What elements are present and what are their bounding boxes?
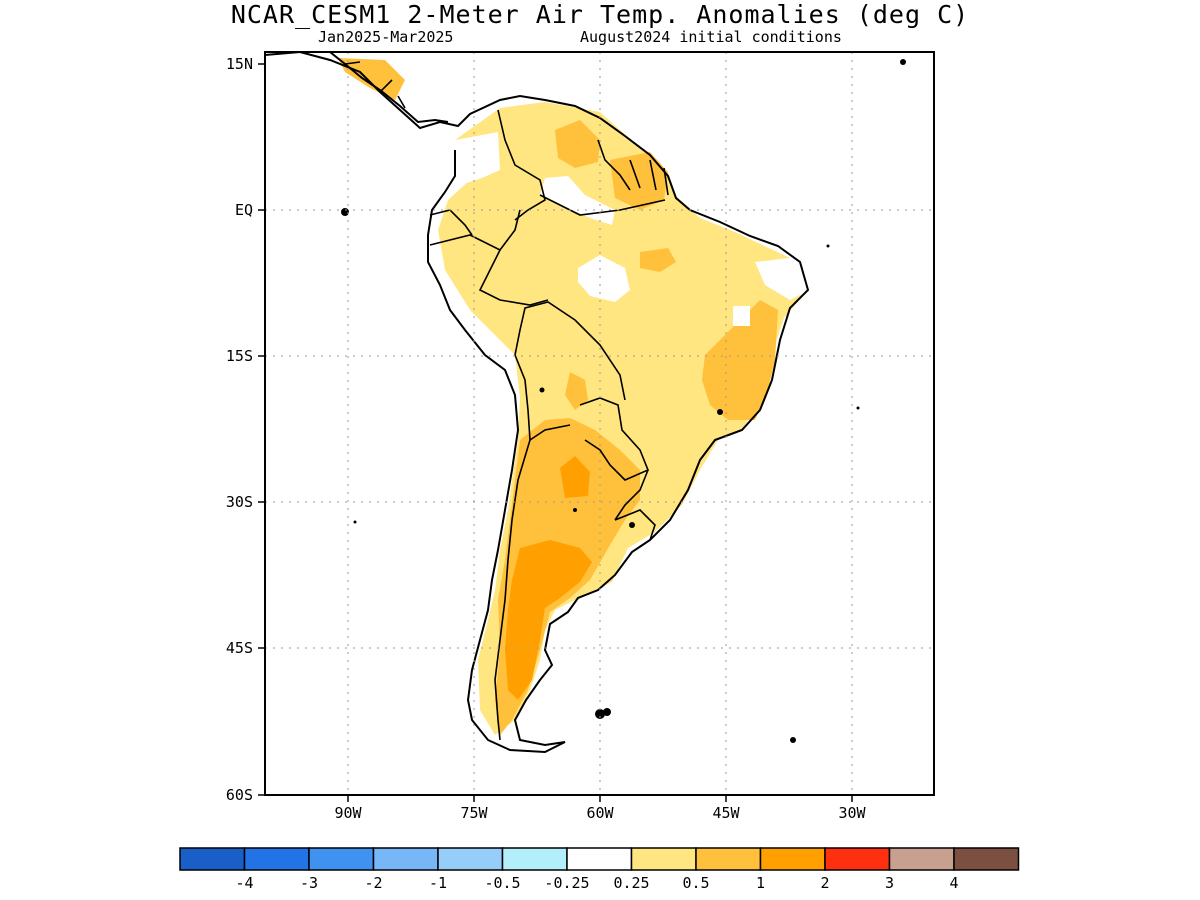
- lon-label: 75W: [460, 804, 488, 822]
- initial-conditions: August2024 initial conditions: [580, 28, 842, 46]
- axis-ticks: [258, 63, 853, 802]
- lat-label: 60S: [226, 786, 253, 804]
- map-title: NCAR_CESM1 2-Meter Air Temp. Anomalies (…: [230, 0, 970, 29]
- colorbar-label: 1: [756, 874, 765, 892]
- lon-label: 90W: [334, 804, 362, 822]
- south-georgia: [790, 737, 796, 743]
- central-america-coast: [329, 52, 449, 124]
- caribbean-islands: [900, 59, 906, 65]
- colorbar-swatch: [630, 847, 697, 871]
- border-ecuador: [429, 209, 473, 236]
- colorbar: -4 -3 -2 -1 -0.5 -0.25 0.25 0.5 1 2 3 4: [179, 847, 1020, 892]
- colorbar-swatch: [566, 847, 633, 871]
- longitude-labels: 90W 75W 60W 45W 30W: [334, 804, 866, 822]
- anomaly-region-neutral: [455, 132, 500, 186]
- border-bolivia-chile: [514, 354, 571, 442]
- lon-label: 30W: [838, 804, 866, 822]
- colorbar-label: -4: [235, 874, 253, 892]
- colorbar-swatch: [759, 847, 826, 871]
- border-peru-brazil: [478, 249, 549, 306]
- anomaly-region-light-orange: [610, 152, 668, 210]
- lat-label: 15N: [226, 55, 253, 73]
- colorbar-swatch: [953, 847, 1020, 871]
- colorbar-swatch: [695, 847, 762, 871]
- lagoon: [629, 522, 635, 528]
- country-borders: [344, 61, 669, 741]
- colorbar-label: 4: [949, 874, 958, 892]
- anomaly-shading: [338, 58, 806, 735]
- border-argentina-brazil: [614, 469, 649, 521]
- colorbar-label: 0.25: [613, 874, 649, 892]
- colorbar-swatch: [243, 847, 310, 871]
- colorbar-swatch: [437, 847, 504, 871]
- anomaly-region-neutral: [755, 258, 806, 300]
- border-guianas: [629, 159, 669, 196]
- anomaly-region-orange: [560, 456, 590, 498]
- anomaly-region-light-orange: [555, 120, 600, 168]
- colorbar-swatch: [308, 847, 375, 871]
- island: [826, 244, 830, 248]
- forecast-period: Jan2025-Mar2025: [318, 28, 454, 46]
- colorbar-swatch: [372, 847, 439, 871]
- colorbar-label: -0.25: [544, 874, 589, 892]
- anomaly-region-neutral: [733, 306, 750, 326]
- colorbar-label: 3: [885, 874, 894, 892]
- colorbar-label: -1: [429, 874, 447, 892]
- latitude-labels: 15N EQ 15S 30S 45S 60S: [226, 55, 253, 804]
- border-colombia-venezuela: [497, 109, 546, 221]
- lake: [539, 387, 545, 393]
- islands-lakes: [341, 59, 906, 743]
- colorbar-swatch: [501, 847, 568, 871]
- lake: [717, 409, 723, 415]
- lat-label: 15S: [226, 347, 253, 365]
- border-paraguay: [579, 397, 650, 481]
- border-uruguay: [614, 509, 656, 541]
- lon-label: 45W: [712, 804, 740, 822]
- colorbar-label: 2: [820, 874, 829, 892]
- anomaly-region-orange: [505, 540, 592, 700]
- colorbar-label: -2: [364, 874, 382, 892]
- colorbar-swatch: [179, 847, 246, 871]
- coastline: [265, 52, 810, 754]
- border-venezuela-guyana: [597, 139, 631, 191]
- colorbar-swatch: [888, 847, 955, 871]
- south-america-coast: [265, 52, 810, 754]
- lat-label: 45S: [226, 639, 253, 657]
- island: [856, 406, 860, 410]
- falkland-islands: [595, 709, 605, 719]
- lake: [573, 508, 577, 512]
- lon-label: 60W: [586, 804, 614, 822]
- anomaly-region-light-orange: [702, 300, 778, 420]
- anomaly-region-light-orange: [338, 58, 405, 100]
- colorbar-label: 0.5: [682, 874, 709, 892]
- lat-label: 30S: [226, 493, 253, 511]
- colorbar-swatch: [824, 847, 891, 871]
- anomaly-region-neutral: [578, 255, 630, 302]
- colorbar-label: -0.5: [484, 874, 520, 892]
- border-chile-argentina: [494, 439, 531, 741]
- anomaly-region-light-orange: [640, 248, 676, 272]
- border-central-america: [344, 61, 406, 109]
- lat-label: EQ: [235, 201, 253, 219]
- border-peru-bolivia: [514, 301, 626, 401]
- falkland-islands: [603, 708, 611, 716]
- colorbar-label: -3: [300, 874, 318, 892]
- anomaly-region-light-orange: [565, 372, 588, 410]
- island: [353, 520, 357, 524]
